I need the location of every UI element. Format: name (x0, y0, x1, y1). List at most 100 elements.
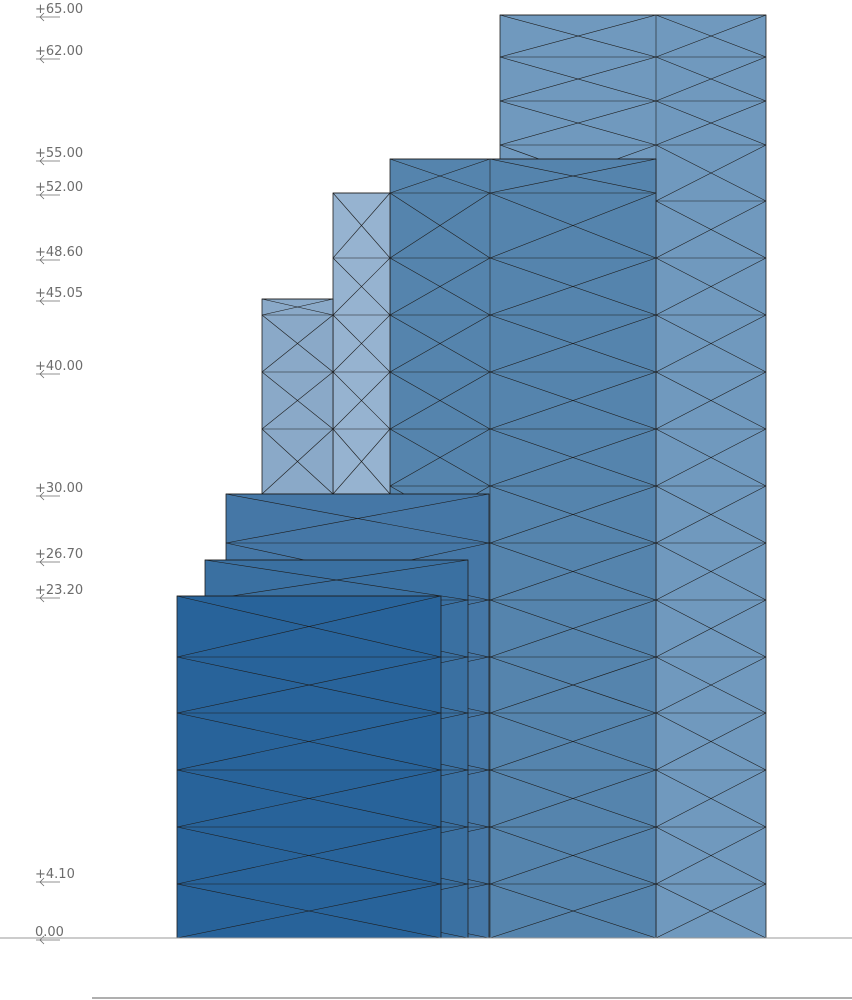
block-tallest-tower-brace (655, 371, 767, 430)
level-arrow-icon (39, 255, 45, 265)
block-main-tower-brace (389, 314, 491, 373)
block-mid-left-brace (261, 298, 334, 316)
block-tallest-tower-brace (499, 56, 657, 102)
block-tallest-tower-brace (655, 200, 767, 259)
level-label: +40.00 (35, 359, 83, 374)
block-tallest-tower-brace (655, 712, 767, 771)
level-marker: 0.00 (35, 925, 64, 945)
block-main-tower-brace (389, 371, 491, 430)
level-marker: +48.60 (35, 245, 83, 265)
block-main-tower-brace (489, 428, 657, 487)
level-marker: +26.70 (35, 547, 83, 567)
level-label: +26.70 (35, 547, 83, 562)
block-low-slab-brace (225, 493, 490, 544)
block-tallest-tower-brace (655, 656, 767, 714)
level-label: +4.10 (35, 867, 75, 882)
block-low-slab-2-brace (204, 559, 469, 601)
level-label: +48.60 (35, 245, 83, 260)
block-main-tower-brace (489, 314, 657, 373)
block-main-tower-brace (489, 826, 657, 885)
level-marker: +62.00 (35, 44, 83, 64)
block-front-brace (176, 656, 442, 714)
level-label: +65.00 (35, 2, 83, 17)
level-label: +55.00 (35, 146, 83, 161)
level-label: +30.00 (35, 481, 83, 496)
block-front-mass (176, 595, 442, 939)
level-marker: +30.00 (35, 481, 83, 501)
block-mid-left-brace (261, 428, 334, 495)
block-main-tower-brace (489, 656, 657, 714)
block-main-tower-brace (489, 158, 657, 194)
block-step-upper-brace (332, 371, 391, 430)
block-tallest-tower-brace (655, 883, 767, 939)
level-marker: +52.00 (35, 180, 83, 200)
block-step-upper-brace (332, 314, 391, 373)
block-mid-left-mass (261, 298, 334, 495)
block-tallest-tower-brace (655, 314, 767, 373)
level-arrow-icon (39, 557, 45, 567)
block-tallest-tower-brace (655, 100, 767, 146)
block-tallest-tower-brace (655, 769, 767, 828)
level-arrow-icon (39, 156, 45, 166)
block-tallest-tower-brace (499, 14, 657, 58)
level-arrow-icon (39, 12, 45, 22)
block-front-brace (176, 769, 442, 828)
block-main-tower-brace (489, 883, 657, 939)
block-main-tower-brace (389, 192, 491, 259)
level-arrow-icon (39, 190, 45, 200)
block-main-tower-brace (489, 542, 657, 601)
block-front-brace (176, 883, 442, 939)
block-main-tower-brace (489, 257, 657, 316)
block-tallest-tower-brace (655, 257, 767, 316)
block-tallest-tower-brace (499, 100, 657, 146)
level-label: 0.00 (35, 925, 64, 940)
level-labels: +65.00 +62.00 +55.00 +52.00 +48.60 +45.05 +40.… (35, 2, 83, 945)
block-main-tower-brace (489, 371, 657, 430)
level-marker: +23.20 (35, 583, 83, 603)
block-mid-left (261, 298, 334, 495)
block-main-tower-brace (489, 712, 657, 771)
level-label: +52.00 (35, 180, 83, 195)
block-main-tower-brace (489, 192, 657, 259)
block-main-tower-brace (489, 599, 657, 658)
level-arrow-icon (39, 935, 45, 945)
block-tallest-tower-brace (655, 56, 767, 102)
building-masses (176, 14, 767, 939)
level-label: +45.05 (35, 286, 83, 301)
level-marker: +45.05 (35, 286, 83, 306)
level-label: +23.20 (35, 583, 83, 598)
block-step-upper (332, 192, 391, 495)
level-arrow-icon (39, 593, 45, 603)
level-marker: +65.00 (35, 2, 83, 22)
block-step-upper-brace (332, 192, 391, 259)
level-marker: +4.10 (35, 867, 75, 887)
block-tallest-tower-brace (655, 826, 767, 885)
level-arrow-icon (39, 877, 45, 887)
block-main-tower-brace (389, 257, 491, 316)
block-tallest-tower-brace (655, 599, 767, 658)
block-main-tower-brace (389, 158, 491, 194)
block-tallest-tower-brace (655, 144, 767, 202)
block-tallest-tower-brace (655, 485, 767, 544)
block-tallest-tower-brace (655, 14, 767, 58)
block-front (176, 595, 442, 939)
block-main-tower-brace (389, 428, 491, 487)
level-marker: +55.00 (35, 146, 83, 166)
block-front-brace (176, 826, 442, 885)
block-front-brace (176, 595, 442, 658)
block-main-tower-brace (489, 769, 657, 828)
block-step-upper-brace (332, 257, 391, 316)
block-mid-left-brace (261, 314, 334, 373)
block-front-brace (176, 712, 442, 771)
level-marker: +40.00 (35, 359, 83, 379)
level-arrow-icon (39, 296, 45, 306)
block-tallest-tower-brace (655, 428, 767, 487)
level-label: +62.00 (35, 44, 83, 59)
block-step-upper-brace (332, 428, 391, 495)
level-arrow-icon (39, 491, 45, 501)
level-arrow-icon (39, 54, 45, 64)
level-arrow-icon (39, 369, 45, 379)
block-main-tower-brace (489, 485, 657, 544)
block-tallest-tower-brace (655, 542, 767, 601)
